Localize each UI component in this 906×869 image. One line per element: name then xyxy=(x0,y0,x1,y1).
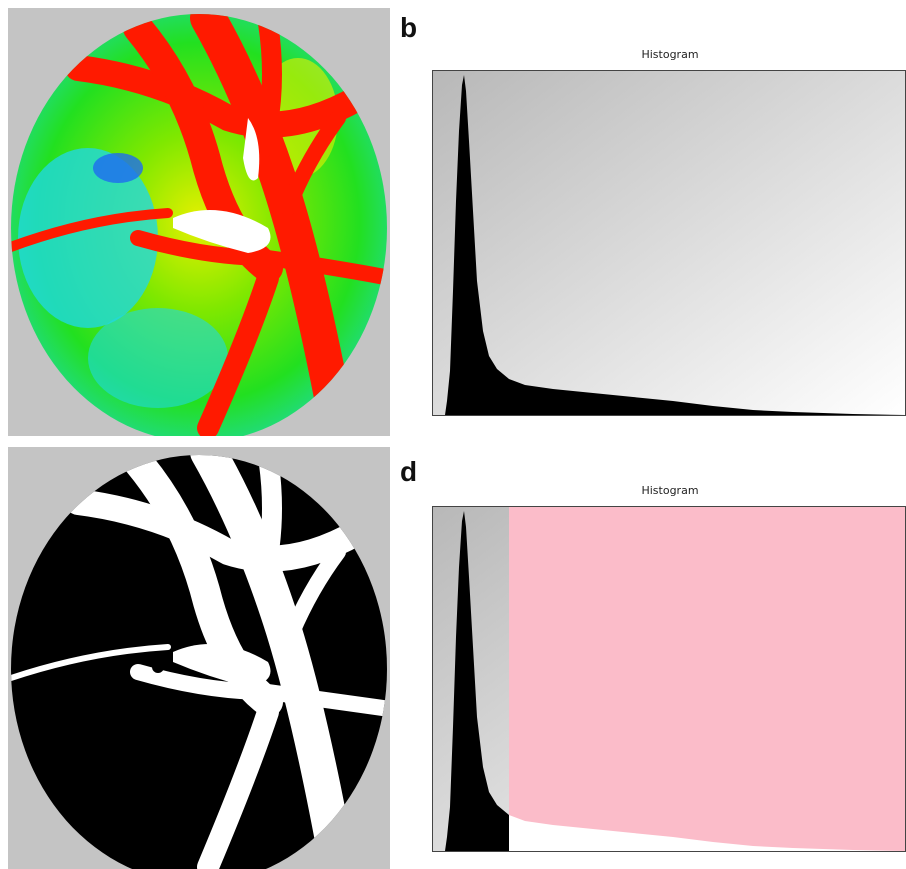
histogram-title-d: Histogram xyxy=(641,484,699,497)
histogram-title-b: Histogram xyxy=(641,48,699,61)
threshold-region xyxy=(509,507,905,851)
heatmap-image xyxy=(8,8,390,436)
histogram-b-svg xyxy=(433,71,905,415)
histogram-d-svg xyxy=(433,507,905,851)
panel-label-d: d xyxy=(400,456,418,487)
histogram-b xyxy=(432,70,906,416)
histogram-d xyxy=(432,506,906,852)
color-segmentation-svg xyxy=(11,14,387,436)
binary-image xyxy=(8,447,390,869)
binary-mask-svg xyxy=(11,455,387,869)
panel-label-b: b xyxy=(400,12,418,43)
